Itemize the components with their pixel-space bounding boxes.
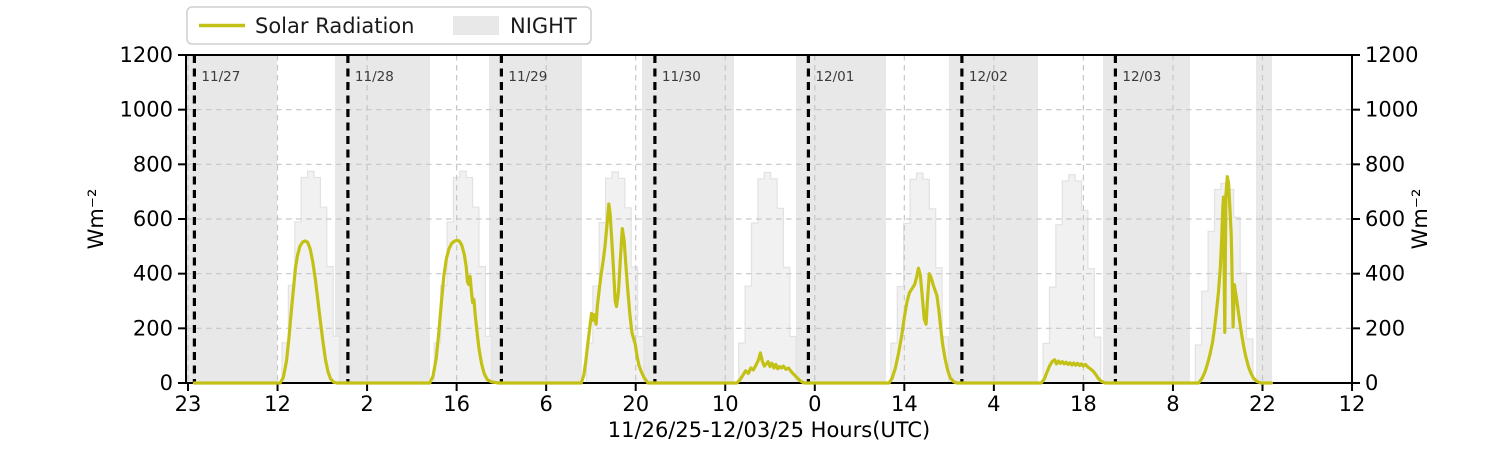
- legend-night-label: NIGHT: [510, 14, 577, 38]
- day-boundary-label: 11/29: [508, 69, 547, 85]
- night-band: [1256, 55, 1273, 383]
- day-boundary-lines-layer: 11/27 11/28 11/29 11/30 12/01 12/02 12/03: [192, 55, 1161, 383]
- day-boundary-label: 11/27: [201, 69, 240, 85]
- y-tick-label-left: 400: [133, 262, 173, 286]
- y-tick-label-left: 0: [160, 371, 173, 395]
- x-tick-label: 12: [1339, 392, 1366, 416]
- y-tick-label-right: 1000: [1365, 98, 1418, 122]
- y-tick-label-left: 800: [133, 152, 173, 176]
- y-axis-label-right: Wm⁻²: [1408, 189, 1432, 250]
- x-tick-label: 20: [622, 392, 649, 416]
- x-tick-label: 10: [712, 392, 739, 416]
- y-tick-label-right: 1200: [1365, 43, 1418, 67]
- x-tick-label: 0: [808, 392, 821, 416]
- gridlines-layer: [186, 55, 1353, 383]
- y-tick-label-left: 600: [133, 207, 173, 231]
- legend: Solar Radiation NIGHT: [186, 6, 592, 45]
- x-tick-label: 23: [175, 392, 202, 416]
- x-axis-label: 11/26/25-12/03/25 Hours(UTC): [608, 418, 930, 442]
- x-tick-label: 4: [987, 392, 1000, 416]
- x-tick-label: 2: [360, 392, 373, 416]
- y-tick-label-right: 600: [1365, 207, 1405, 231]
- clear-sky-staircase: [738, 171, 797, 384]
- y-tick-label-left: 1200: [120, 43, 173, 67]
- day-boundary-label: 12/03: [1122, 69, 1161, 85]
- y-tick-label-right: 800: [1365, 152, 1405, 176]
- y-tick-label-right: 200: [1365, 316, 1405, 340]
- clear-sky-staircase: [281, 170, 341, 384]
- day-boundary-label: 12/02: [969, 69, 1008, 85]
- x-tick-label: 8: [1166, 392, 1179, 416]
- y-tick-label-left: 200: [133, 316, 173, 340]
- x-tick-label: 14: [891, 392, 918, 416]
- day-boundary-label: 11/28: [355, 69, 394, 85]
- solar-radiation-line-layer: [192, 175, 1273, 385]
- day-boundary-label: 11/30: [662, 69, 701, 85]
- x-tick-label: 6: [539, 392, 552, 416]
- x-tick-label: 22: [1249, 392, 1276, 416]
- y-tick-label-right: 0: [1365, 371, 1378, 395]
- legend-night-patch-swatch: [453, 16, 499, 35]
- y-axis-label-left: Wm⁻²: [84, 189, 108, 250]
- x-tick-label: 16: [443, 392, 470, 416]
- legend-solar-label: Solar Radiation: [255, 14, 414, 38]
- y-tick-label-right: 400: [1365, 262, 1405, 286]
- x-tick-label: 18: [1070, 392, 1097, 416]
- y-tick-label-left: 1000: [120, 98, 173, 122]
- x-tick-label: 12: [264, 392, 291, 416]
- clear-sky-staircase: [1042, 174, 1102, 384]
- day-boundary-label: 12/01: [815, 69, 854, 85]
- solar-radiation-line: [192, 175, 1273, 385]
